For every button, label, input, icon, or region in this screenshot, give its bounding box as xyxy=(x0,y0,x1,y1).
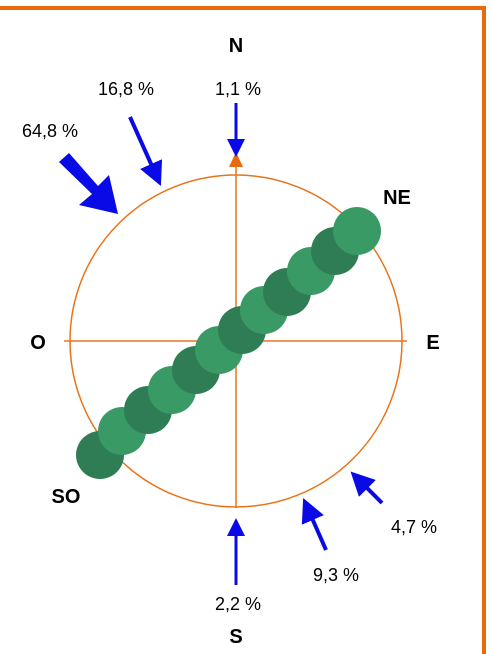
label-south: S xyxy=(229,626,242,648)
pct-north-northwest: 16,8 % xyxy=(98,79,154,99)
pct-west-northwest: 64,8 % xyxy=(22,121,78,141)
label-west: O xyxy=(30,332,46,354)
tree-row xyxy=(76,207,381,479)
big-wind-arrow-icon xyxy=(59,153,118,214)
frame-border xyxy=(0,6,486,654)
label-north: N xyxy=(229,35,243,57)
label-southwest: SO xyxy=(52,486,81,508)
wind-arrow-nnw xyxy=(128,116,163,186)
wind-arrow-sse xyxy=(301,498,328,551)
pct-east-southeast: 4,7 % xyxy=(391,517,437,537)
pct-south-southeast: 9,3 % xyxy=(313,565,359,585)
label-east: E xyxy=(426,332,439,354)
north-marker-icon xyxy=(229,152,243,167)
tree xyxy=(333,207,381,255)
wind-arrow-ese xyxy=(350,471,384,505)
pct-south: 2,2 % xyxy=(215,594,261,614)
pct-north: 1,1 % xyxy=(215,79,261,99)
label-northeast: NE xyxy=(383,187,411,209)
